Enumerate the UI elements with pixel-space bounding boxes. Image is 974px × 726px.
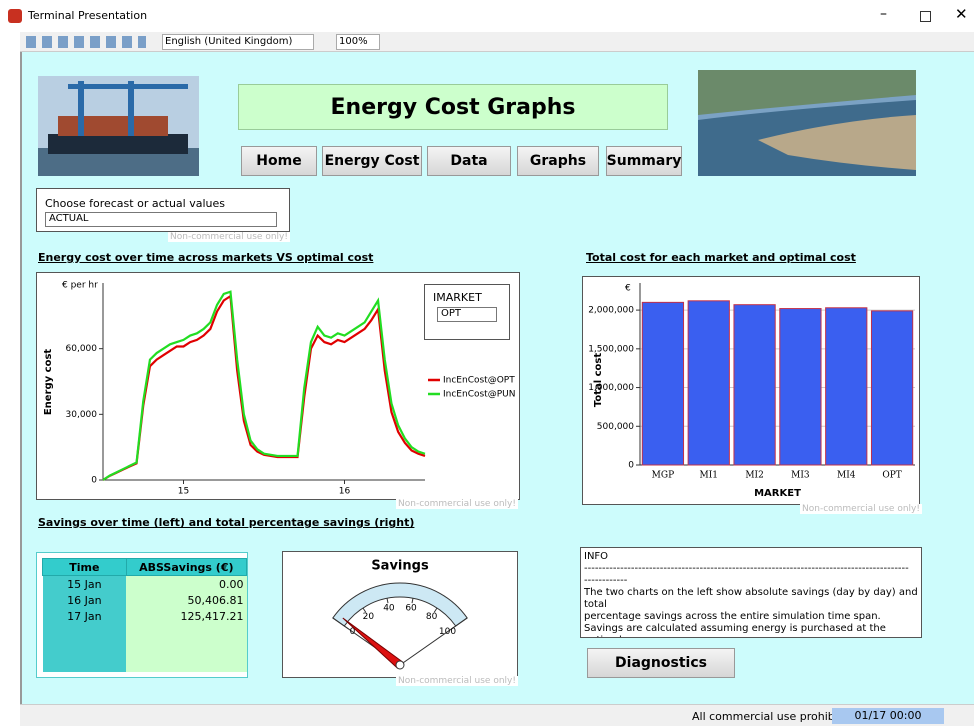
info-separator: ------------ bbox=[584, 575, 628, 586]
coast-image bbox=[698, 70, 916, 176]
close[interactable]: ✕ bbox=[955, 5, 968, 23]
bar-chart-panel bbox=[582, 276, 920, 505]
title-bar: Terminal Presentation – ✕ bbox=[0, 0, 974, 32]
info-line: Savings are calculated assuming energy i… bbox=[584, 623, 886, 637]
header-cell: Time bbox=[42, 558, 127, 576]
window-title: Terminal Presentation bbox=[28, 9, 148, 22]
table-row bbox=[42, 640, 247, 656]
info-line: percentage savings across the entire sim… bbox=[584, 611, 881, 622]
info-line: The two charts on the left show absolute… bbox=[584, 587, 918, 610]
gauge-panel bbox=[282, 551, 518, 678]
table-row: 16 Jan 50,406.81 bbox=[42, 592, 247, 608]
selector-panel: Choose forecast or actual values ACTUAL bbox=[36, 188, 290, 232]
toolbar: English (United Kingdom) 100% bbox=[20, 32, 974, 52]
table-cell: 17 Jan bbox=[42, 608, 127, 624]
toolbar-icons[interactable] bbox=[26, 36, 146, 48]
info-panel: INFO -----------------------------------… bbox=[580, 547, 922, 638]
filter-label: IMARKET bbox=[433, 291, 482, 304]
info-separator: ----------------------------------------… bbox=[584, 563, 909, 574]
maximize[interactable] bbox=[920, 11, 931, 22]
selector-label: Choose forecast or actual values bbox=[45, 197, 225, 210]
table-cell bbox=[42, 640, 127, 656]
diagnostics-button[interactable]: Diagnostics bbox=[587, 648, 735, 678]
section-title: Savings over time (left) and total perce… bbox=[38, 516, 415, 529]
nav-button[interactable]: Home bbox=[241, 146, 317, 176]
minimize[interactable]: – bbox=[880, 6, 887, 22]
table-cell: 15 Jan bbox=[42, 575, 127, 592]
table-cell bbox=[126, 624, 247, 640]
table-cell bbox=[42, 624, 127, 640]
watermark: Non-commercial use only! bbox=[396, 499, 518, 509]
watermark: Non-commercial use only! bbox=[800, 504, 922, 514]
savings-table: Time ABSSavings (€) 15 Jan 0.00 16 Jan 50,406… bbox=[42, 558, 248, 672]
section-title: Energy cost over time across markets VS … bbox=[38, 251, 374, 264]
market-select[interactable]: OPT bbox=[437, 307, 497, 322]
header-cell: ABSSavings (€) bbox=[125, 558, 248, 576]
table-cell bbox=[126, 656, 247, 672]
table-row bbox=[42, 624, 247, 640]
info-text: The two charts on the left show absolute… bbox=[584, 587, 918, 637]
table-cell bbox=[126, 640, 247, 656]
table-header: Time ABSSavings (€) bbox=[42, 558, 248, 576]
filter-panel: IMARKET OPT bbox=[424, 284, 510, 340]
language-select[interactable]: English (United Kingdom) bbox=[162, 34, 314, 50]
table-cell: 125,417.21 bbox=[126, 608, 247, 624]
nav-button[interactable]: Graphs bbox=[517, 146, 599, 176]
table-cell: 0.00 bbox=[126, 575, 247, 592]
ship-image bbox=[38, 76, 199, 176]
status-message: All commercial use prohibited bbox=[692, 710, 856, 723]
app-icon bbox=[8, 9, 22, 23]
table-panel: Time ABSSavings (€) 15 Jan 0.00 16 Jan 50,406… bbox=[36, 552, 248, 678]
watermark: Non-commercial use only! bbox=[396, 676, 518, 686]
status-time: 01/17 00:00 bbox=[832, 708, 944, 724]
table-row: 17 Jan 125,417.21 bbox=[42, 608, 247, 624]
status-bar: All commercial use prohibited 01/17 00:0… bbox=[20, 704, 974, 726]
table-cell: 50,406.81 bbox=[126, 592, 247, 608]
table-row bbox=[42, 656, 247, 672]
nav-button[interactable]: Data bbox=[427, 146, 511, 176]
page-heading: Energy Cost Graphs bbox=[238, 84, 668, 130]
nav-button[interactable]: Summary bbox=[606, 146, 682, 176]
watermark: Non-commercial use only! bbox=[168, 232, 290, 242]
table-cell bbox=[42, 656, 127, 672]
table-cell: 16 Jan bbox=[42, 592, 127, 608]
info-title: INFO bbox=[584, 551, 609, 562]
zoom-select[interactable]: 100% bbox=[336, 34, 380, 50]
section-title: Total cost for each market and optimal c… bbox=[586, 251, 856, 264]
nav-button[interactable]: Energy Cost bbox=[322, 146, 422, 176]
table-row: 15 Jan 0.00 bbox=[42, 575, 247, 592]
forecast-select[interactable]: ACTUAL bbox=[45, 212, 277, 227]
